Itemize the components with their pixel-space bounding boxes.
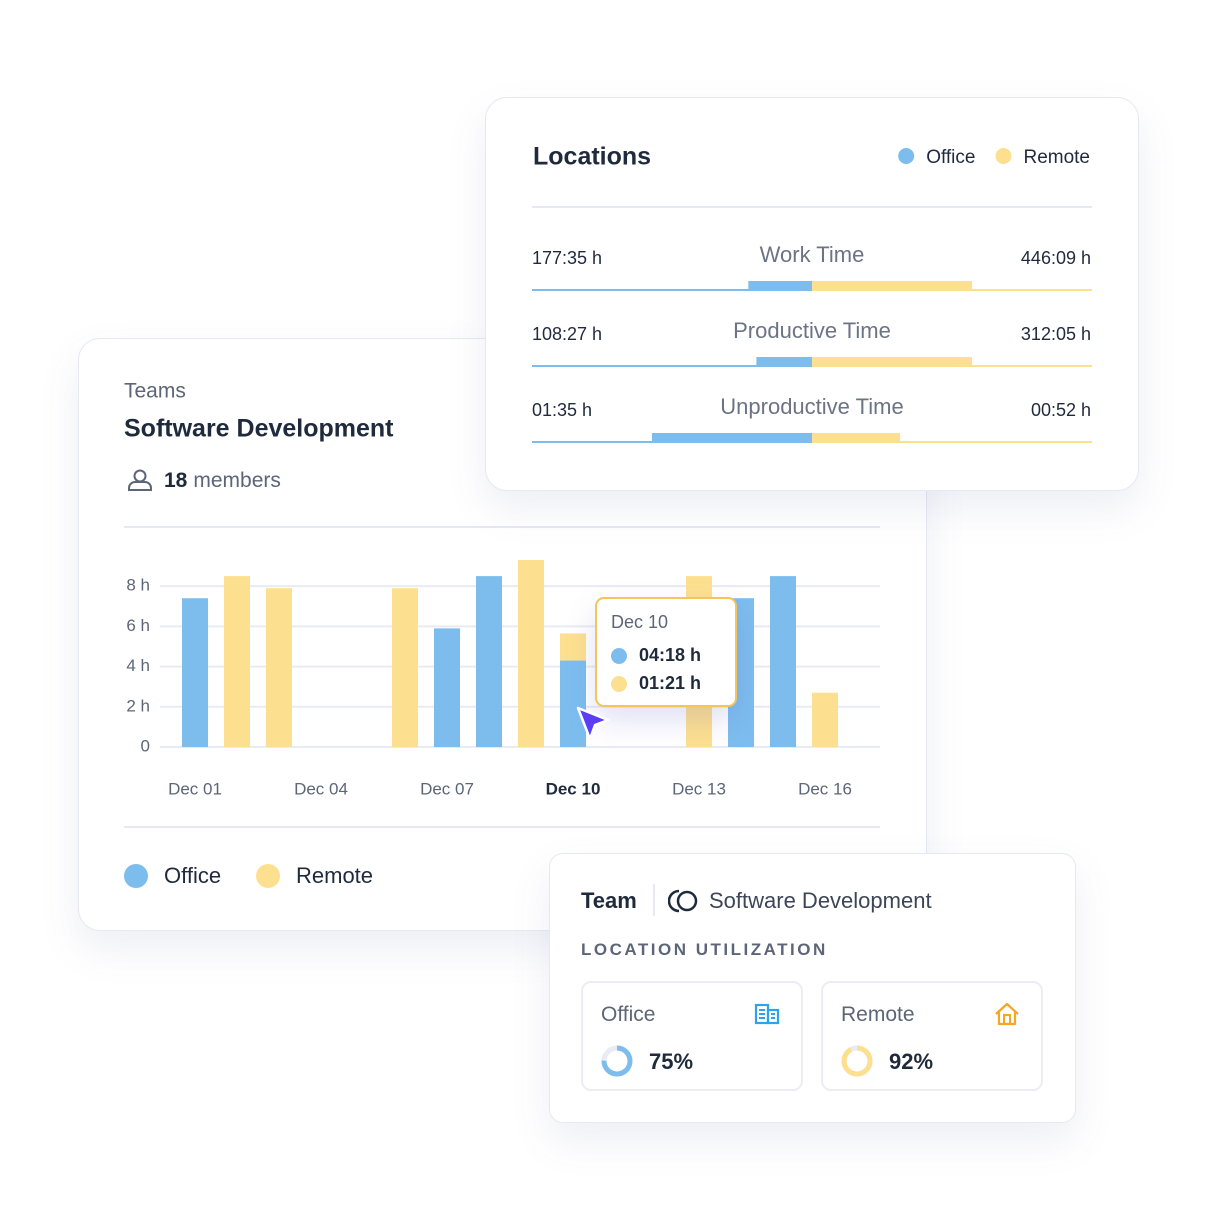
x-tick-label: Dec 01 <box>168 779 222 798</box>
tooltip-title: Dec 10 <box>611 612 669 632</box>
track <box>532 289 812 291</box>
teams-title: Software Development <box>124 415 394 443</box>
y-tick-label: 4 h <box>126 656 150 675</box>
tile-icon <box>995 1002 1019 1026</box>
remote-bar <box>812 357 972 367</box>
x-tick-label: Dec 10 <box>546 779 601 798</box>
row-remote-value: 312:05 h <box>1021 324 1091 344</box>
y-tick-label: 2 h <box>126 696 150 715</box>
tooltip-row: 04:18 h <box>611 645 701 666</box>
y-tick-label: 0 <box>141 736 150 755</box>
row-label: Work Time <box>760 242 865 267</box>
team-card: Team Software Development LOCATION UTILI… <box>549 853 1076 1123</box>
section-title: LOCATION UTILIZATION <box>581 940 828 959</box>
x-tick-label: Dec 16 <box>798 779 852 798</box>
tooltip-swatch <box>611 675 627 692</box>
row-office-value: 01:35 h <box>532 400 592 420</box>
tooltip-swatch <box>611 647 627 664</box>
legend-label: Remote <box>1023 147 1090 168</box>
bar <box>434 628 460 747</box>
donut <box>601 1045 633 1077</box>
team-label: Team <box>581 888 637 913</box>
bar <box>518 560 544 747</box>
legend-swatch <box>124 864 148 888</box>
legend-label: Office <box>164 863 221 888</box>
remote-bar <box>812 433 901 443</box>
bar <box>392 588 418 747</box>
legend-swatch <box>995 148 1012 164</box>
members-count: 18 <box>164 469 188 492</box>
bar <box>476 576 502 747</box>
tile-value: 92% <box>889 1049 934 1074</box>
x-tick-label: Dec 13 <box>672 779 726 798</box>
row-office-value: 177:35 h <box>532 248 602 268</box>
locations-card: Locations Remote Office 177:35 h Work Time 4… <box>485 97 1139 491</box>
track <box>532 365 812 367</box>
x-tick-label: Dec 04 <box>294 779 348 798</box>
donut-arc <box>841 1045 873 1077</box>
tile-name: Remote <box>841 1003 915 1026</box>
y-tick-label: 8 h <box>126 576 150 595</box>
members: 18 members <box>164 469 281 492</box>
tooltip-value: 01:21 h <box>639 673 702 693</box>
donut <box>841 1045 873 1077</box>
member-icon <box>128 469 152 491</box>
tooltip-value: 04:18 h <box>639 645 702 665</box>
legend-label: Remote <box>296 863 373 888</box>
office-bar <box>652 433 812 443</box>
locations-panel: Locations Remote Office 177:35 h Work Time 4… <box>532 143 1092 443</box>
office-bar <box>748 281 812 291</box>
bar <box>224 576 250 747</box>
y-tick-label: 6 h <box>126 616 150 635</box>
row-remote-value: 446:09 h <box>1021 248 1091 268</box>
bar <box>770 576 796 747</box>
tile-icon <box>754 1003 780 1025</box>
remote-bar <box>812 281 972 291</box>
bar <box>182 598 208 747</box>
track <box>812 441 1092 443</box>
tooltip-row: 01:21 h <box>611 673 701 694</box>
separator <box>653 884 655 916</box>
donut-arc <box>601 1045 633 1077</box>
bar <box>266 588 292 747</box>
office-bar <box>756 357 812 367</box>
bar <box>560 660 586 747</box>
x-tick-label: Dec 07 <box>420 779 474 798</box>
tooltip: Dec 10 04:18 h 01:21 h <box>595 597 737 707</box>
row-label: Unproductive Time <box>720 394 903 419</box>
tile-name: Office <box>601 1003 656 1026</box>
utilization-tile: Remote 92% <box>821 981 1043 1091</box>
legend-swatch <box>256 864 280 888</box>
team-name: Software Development <box>709 888 932 913</box>
cursor <box>576 706 610 741</box>
tile-value: 75% <box>649 1049 694 1074</box>
bar <box>560 633 586 661</box>
team-icon <box>668 889 698 913</box>
bar <box>812 692 838 747</box>
members-label: members <box>193 469 281 492</box>
row-office-value: 108:27 h <box>532 324 602 344</box>
row-label: Productive Time <box>733 318 891 343</box>
row-remote-value: 00:52 h <box>1031 400 1091 420</box>
team-chart: Teams Software Development 18 members 0 2 … <box>124 380 880 888</box>
legend-swatch <box>898 148 915 164</box>
teams-kicker: Teams <box>124 380 186 403</box>
utilization-tile: Office 75% <box>581 981 803 1091</box>
legend-label: Office <box>926 147 975 168</box>
locations-title: Locations <box>533 143 651 171</box>
